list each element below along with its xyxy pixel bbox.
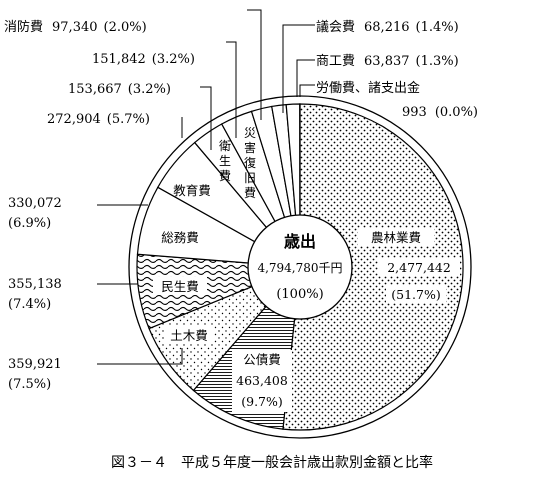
label-minsei-percent: (7.4%) [8,297,51,312]
label-soumu-percent: (6.9%) [8,216,51,231]
center-title: 歳出 [284,232,316,251]
label-roudou-values: 993(0.0%) [402,105,478,120]
label-soumu-value: 330,072 [8,196,62,211]
label-minsei-name: 民生費 [161,279,199,294]
center-total: 4,794,780千円 [257,261,342,275]
leader-line-gikai [283,25,315,113]
label-kousai-percent: (9.7%) [241,394,283,409]
figure-caption: 図３－４ 平成５年度一般会計歳出款別金額と比率 [111,454,433,471]
label-saigai-name: 災害復旧費 [244,126,256,200]
label-roudou-name: 労働費、諸支出金 [316,80,420,96]
label-kousai-name: 公債費 [243,352,281,367]
label-saigai: 151,842(3.2%) [92,52,195,67]
label-doboku-percent: (7.5%) [8,377,51,392]
label-doboku-value: 359,921 [8,357,62,372]
leader-line-roudou [300,85,315,97]
label-doboku-name: 土木費 [170,328,208,343]
label-nourin-percent: (51.7%) [391,287,440,302]
label-kyouiku: 272,904(5.7%) [47,112,150,127]
center-percent: (100%) [276,287,323,302]
label-kousai-value: 463,408 [236,373,288,388]
label-nourin-value: 2,477,442 [387,260,451,275]
label-nourin-name: 農林業費 [371,230,421,245]
label-minsei-value: 355,138 [8,277,62,292]
label-soumu-name: 総務費 [161,230,199,245]
label-kyouiku-name: 教育費 [173,183,211,198]
label-eisei-name: 衛生費 [219,139,231,183]
label-eisei: 153,667(3.2%) [68,82,171,97]
